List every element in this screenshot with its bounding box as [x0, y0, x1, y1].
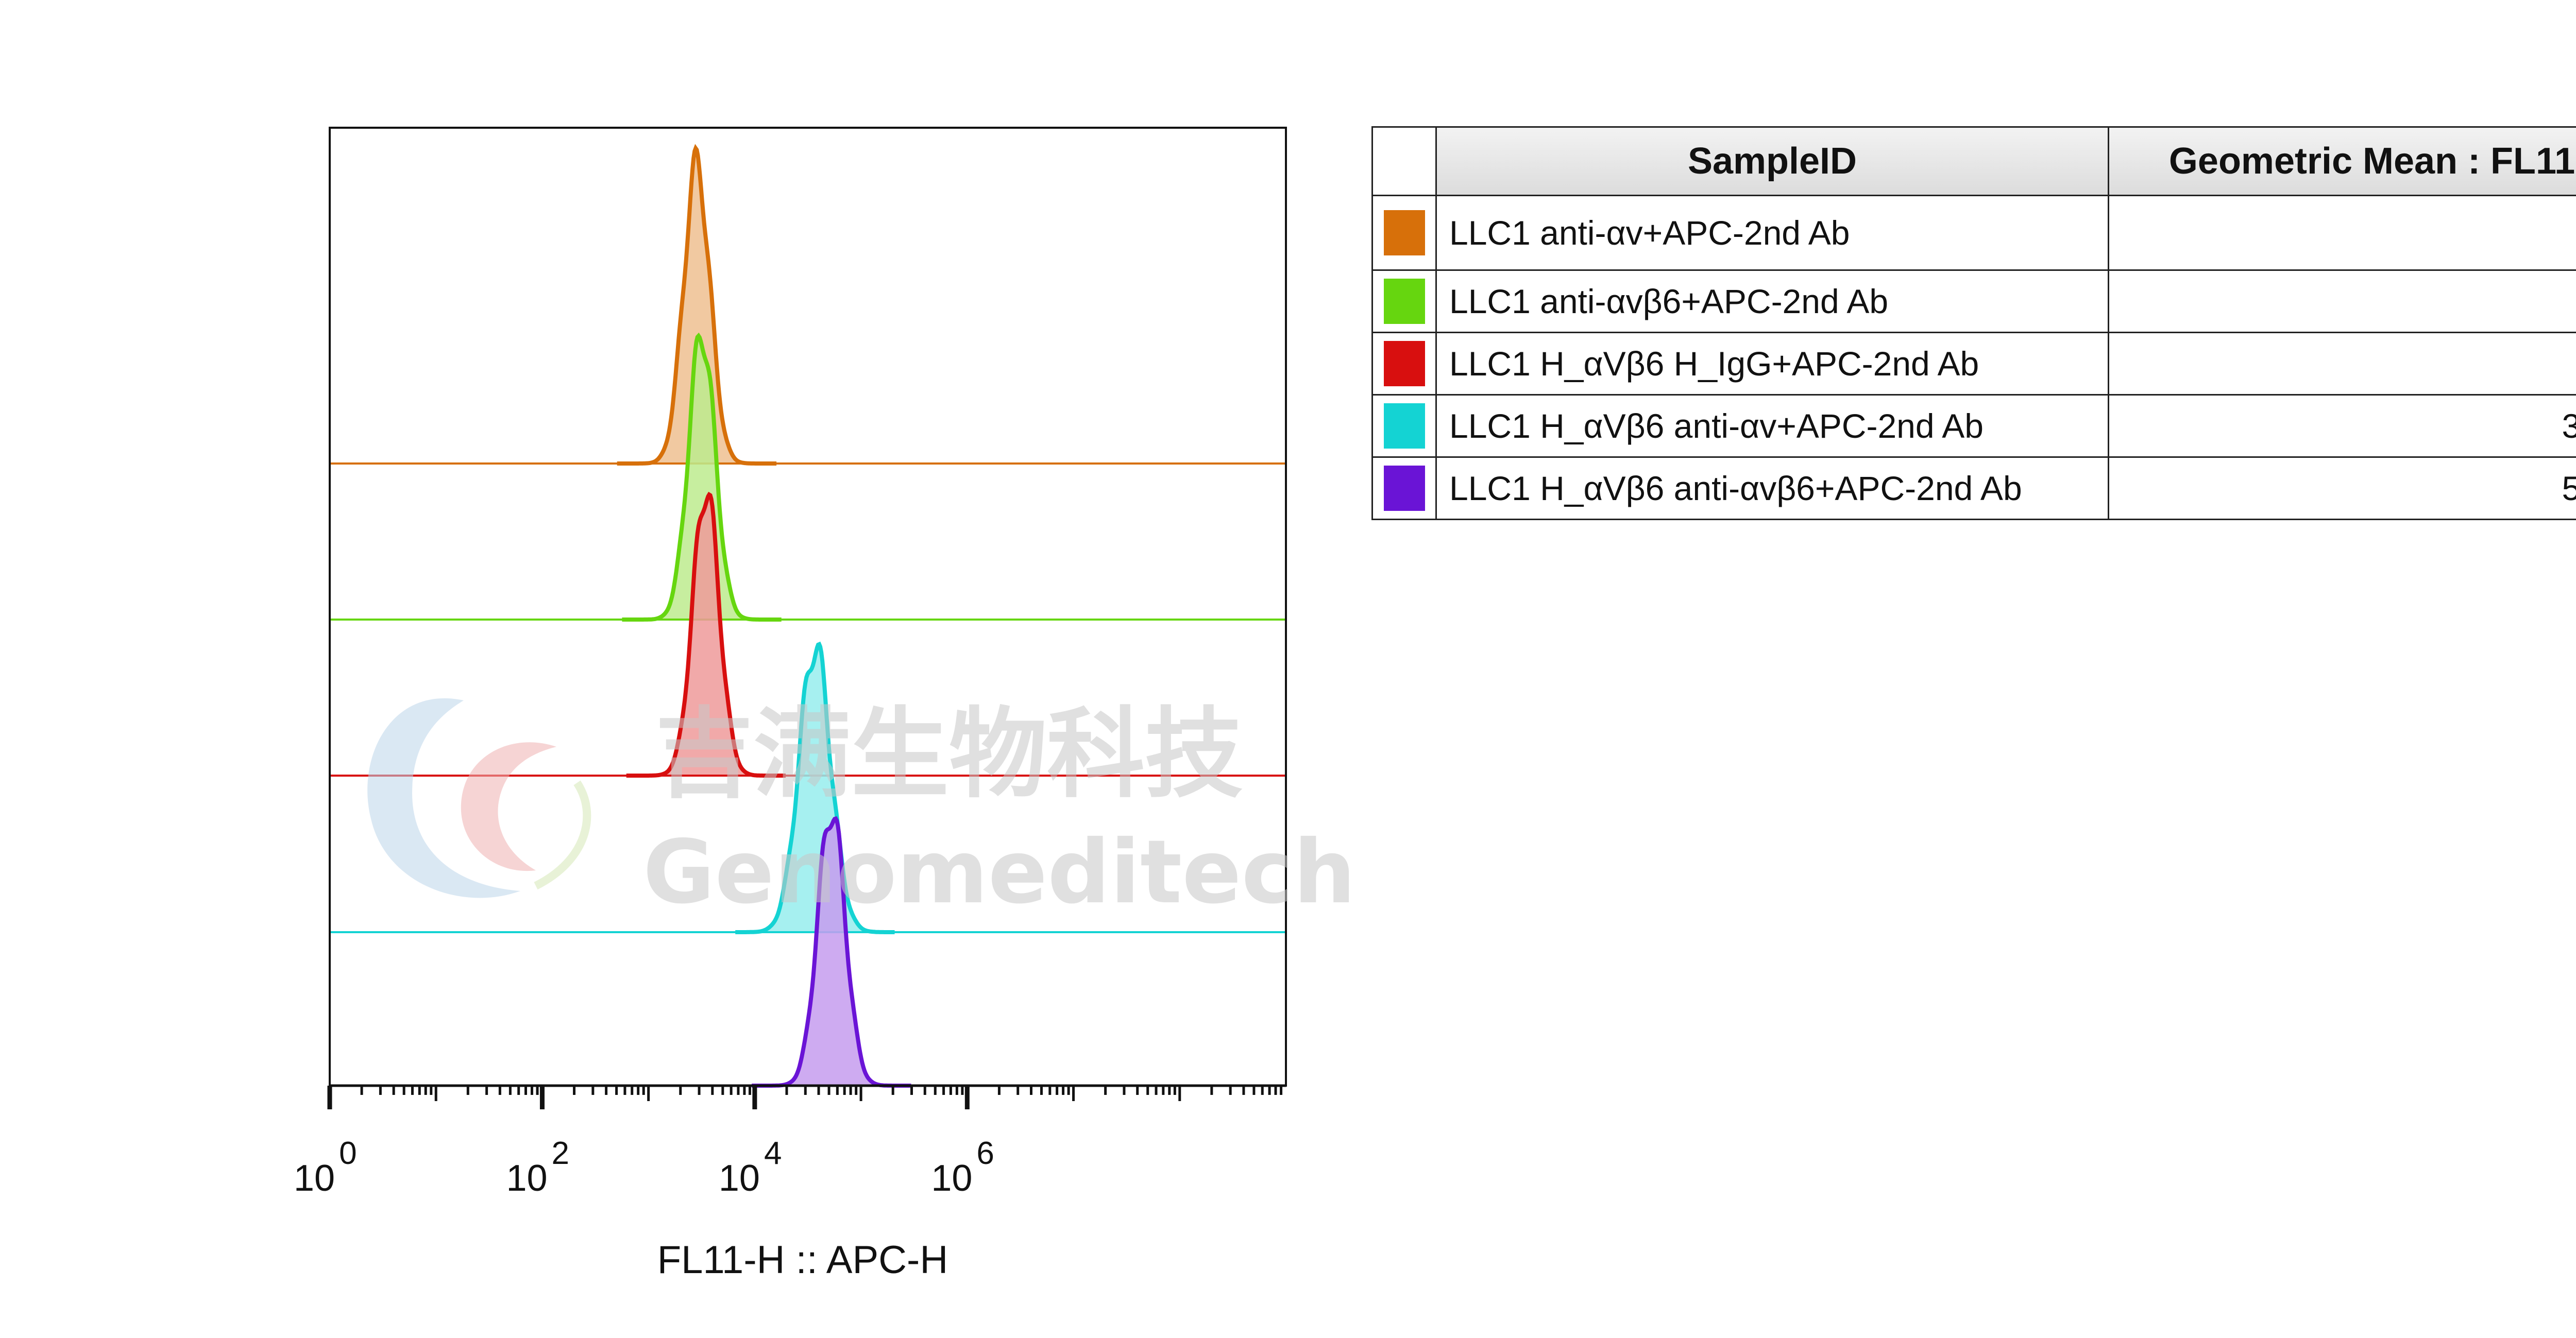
tick-base: 10 [294, 1158, 335, 1199]
series-layer [330, 144, 1286, 1088]
tick-exponent: 2 [552, 1136, 569, 1171]
histogram-outline [735, 641, 895, 934]
x-tick-label: 104 [719, 1136, 782, 1199]
color-swatch [1383, 279, 1425, 324]
sample-id-cell: LLC1 H_αVβ6 anti-αvβ6+APC-2nd Ab [1435, 456, 2109, 520]
histogram-outline [622, 332, 782, 622]
table-row: LLC1 anti-αv+APC-2nd Ab 2848 [1371, 195, 2576, 271]
watermark-chinese: 吉满生物科技 [655, 697, 1243, 811]
watermark: 吉满生物科技 Genomeditech [367, 697, 1355, 923]
x-tick-label: 102 [506, 1136, 569, 1199]
header-geometric-mean: Geometric Mean : FL11-H [2108, 126, 2576, 196]
x-tick-label: 100 [294, 1136, 357, 1199]
histogram-fill [617, 148, 777, 464]
histogram-outline [617, 144, 777, 466]
x-axis [327, 1084, 1286, 1109]
geometric-mean-cell: 52744 [2108, 456, 2576, 520]
histogram-series [330, 144, 1286, 466]
sample-id-cell: LLC1 H_αVβ6 H_IgG+APC-2nd Ab [1435, 332, 2109, 396]
histogram-fill [626, 494, 786, 776]
plot-frame [329, 127, 1287, 1087]
histogram-fill [622, 336, 782, 620]
color-swatch [1383, 466, 1425, 511]
table-row: LLC1 H_αVβ6 anti-αvβ6+APC-2nd Ab 52744 [1371, 456, 2576, 520]
table-row: LLC1 anti-αvβ6+APC-2nd Ab 3172 [1371, 269, 2576, 333]
histogram-fill [752, 818, 911, 1086]
table-row: LLC1 H_αVβ6 H_IgG+APC-2nd Ab 3479 [1371, 332, 2576, 396]
color-swatch [1383, 403, 1425, 449]
header-sampleid: SampleID [1435, 126, 2109, 196]
tick-exponent: 4 [764, 1136, 782, 1171]
watermark-logo [367, 698, 591, 898]
sample-id-cell: LLC1 anti-αvβ6+APC-2nd Ab [1435, 269, 2109, 333]
tick-exponent: 0 [339, 1136, 357, 1171]
histogram-series [330, 641, 1286, 934]
sample-id-cell: LLC1 anti-αv+APC-2nd Ab [1435, 195, 2109, 271]
tick-base: 10 [931, 1158, 972, 1199]
statistics-table: SampleID Geometric Mean : FL11-H LLC1 an… [1371, 126, 2576, 520]
tick-base: 10 [719, 1158, 760, 1199]
table-header-row: SampleID Geometric Mean : FL11-H [1371, 126, 2576, 196]
watermark-latin: Genomeditech [643, 821, 1355, 923]
geometric-mean-cell: 3172 [2108, 269, 2576, 333]
geometric-mean-cell: 36905 [2108, 394, 2576, 458]
x-tick-label: 106 [931, 1136, 994, 1199]
table-row: LLC1 H_αVβ6 anti-αv+APC-2nd Ab 36905 [1371, 394, 2576, 458]
tick-exponent: 6 [976, 1136, 994, 1171]
histogram-fill [735, 644, 895, 932]
color-swatch [1383, 210, 1425, 255]
geometric-mean-cell: 3479 [2108, 332, 2576, 396]
x-axis-label: FL11-H :: APC-H [657, 1238, 948, 1282]
tick-base: 10 [506, 1158, 547, 1199]
header-swatch [1371, 126, 1437, 196]
histogram-series [330, 332, 1286, 622]
histogram-outline [626, 491, 786, 778]
color-swatch [1383, 341, 1425, 386]
geometric-mean-cell: 2848 [2108, 195, 2576, 271]
sample-id-cell: LLC1 H_αVβ6 anti-αv+APC-2nd Ab [1435, 394, 2109, 458]
